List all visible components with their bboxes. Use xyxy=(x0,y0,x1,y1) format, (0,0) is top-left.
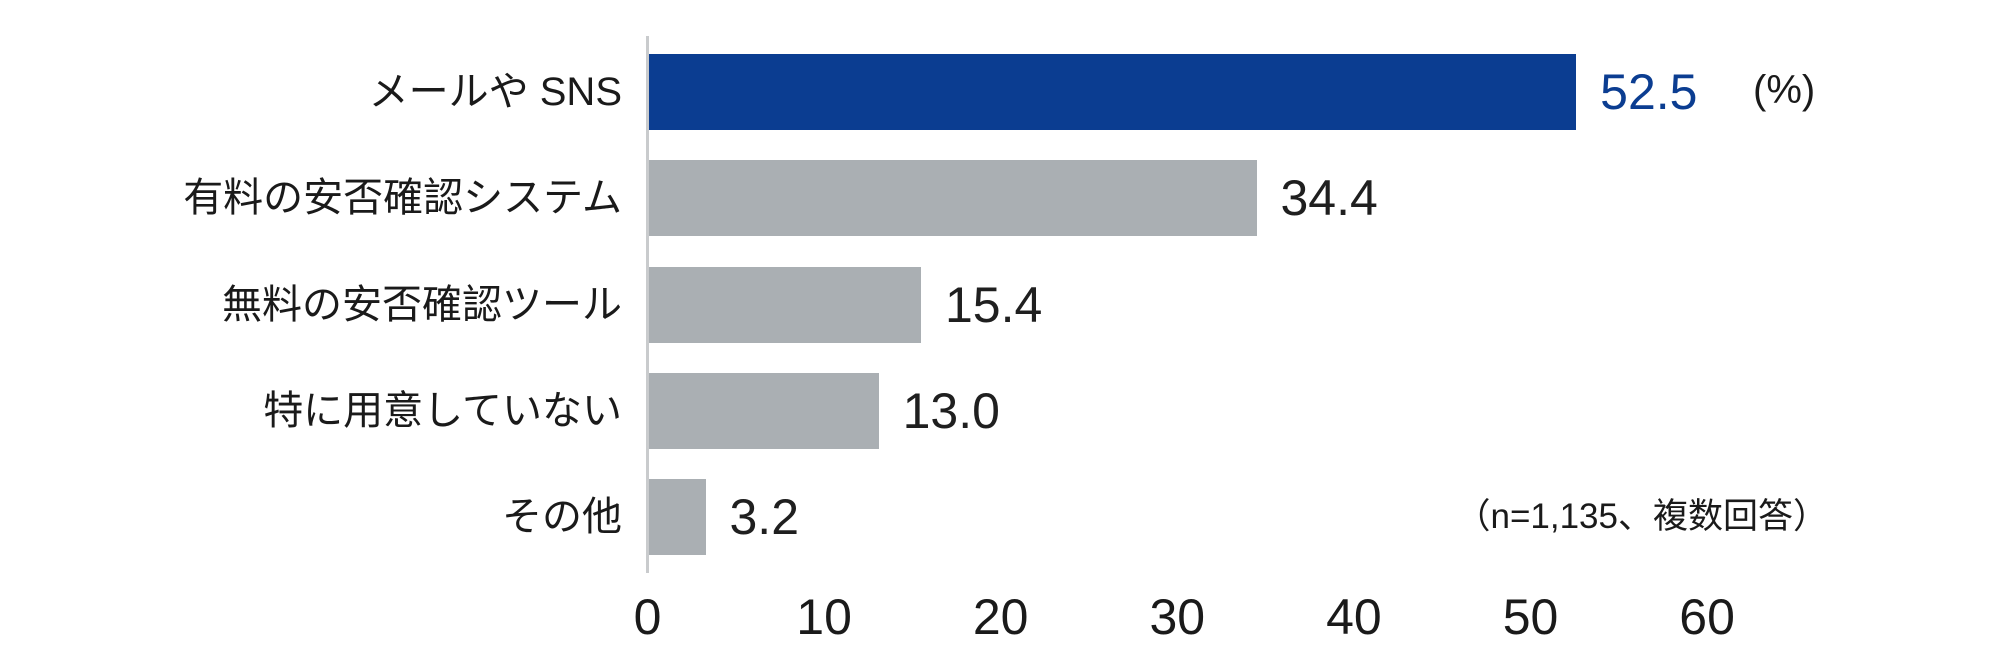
x-axis-tick-30: 30 xyxy=(1149,589,1206,645)
bar-row-free-safety-tool: 無料の安否確認ツール 15.4 xyxy=(0,267,2000,343)
y-axis-line xyxy=(646,36,649,573)
unit-percent-label: (%) xyxy=(1753,68,1816,112)
value-label: 3.2 xyxy=(729,489,800,545)
bar-row-mail-sns: メールや SNS 52.5 xyxy=(0,54,2000,130)
value-label: 13.0 xyxy=(902,383,1000,439)
bar-row-other: その他 3.2 xyxy=(0,479,2000,555)
x-axis-tick-10: 10 xyxy=(796,589,852,645)
x-axis-tick-50: 50 xyxy=(1502,589,1559,645)
bar-free-safety-tool xyxy=(649,267,921,343)
bar-nothing-prepared xyxy=(649,373,879,449)
sample-size-note: （n=1,135、複数回答） xyxy=(1455,497,1829,536)
category-label: 有料の安否確認システム xyxy=(183,176,622,220)
value-label: 52.5 xyxy=(1600,64,1698,120)
category-label: その他 xyxy=(502,495,622,539)
x-axis-tick-60: 60 xyxy=(1679,589,1735,645)
bar-other xyxy=(649,479,706,555)
value-label: 15.4 xyxy=(944,277,1043,333)
x-axis-tick-0: 0 xyxy=(633,589,662,645)
bar-paid-safety-system xyxy=(649,160,1257,236)
category-label: 特に用意していない xyxy=(263,389,622,433)
bar-row-paid-safety-system: 有料の安否確認システム 34.4 xyxy=(0,160,2000,236)
category-label: メールや SNS xyxy=(368,70,622,114)
bar-row-nothing-prepared: 特に用意していない 13.0 xyxy=(0,373,2000,449)
x-axis-tick-20: 20 xyxy=(972,589,1029,645)
category-label: 無料の安否確認ツール xyxy=(222,283,622,327)
value-label: 34.4 xyxy=(1280,170,1378,226)
x-axis-tick-40: 40 xyxy=(1326,589,1382,645)
bar-mail-sns xyxy=(649,54,1577,130)
